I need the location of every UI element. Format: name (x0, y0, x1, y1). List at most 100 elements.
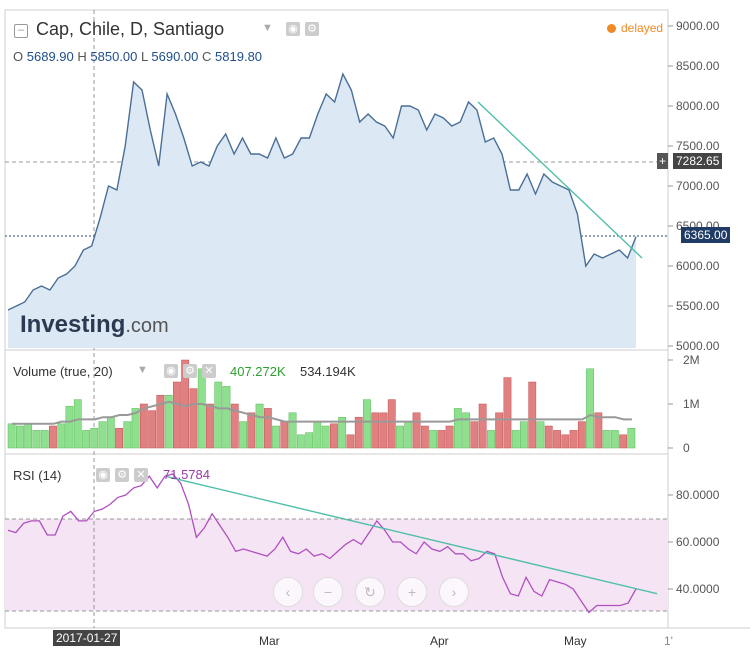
price-tick-label: 8500.00 (676, 59, 720, 73)
volume-bar (148, 410, 157, 449)
volume-bar (586, 368, 594, 449)
rsi-gear-icon[interactable]: ⚙ (115, 468, 129, 482)
rsi-tick-label: 40.0000 (676, 582, 720, 596)
chart-title: Cap, Chile, D, Santiago (36, 19, 225, 39)
volume-bar (239, 421, 247, 449)
volume-bar (330, 423, 338, 449)
price-area-fill (8, 74, 636, 348)
volume-bar (594, 412, 603, 449)
close-label: C (202, 49, 212, 64)
volume-bar (536, 421, 545, 449)
volume-bar (387, 399, 396, 449)
price-trendline (477, 101, 643, 259)
price-line (7, 72, 637, 311)
volume-bar (73, 399, 82, 449)
price-tick-label: 9000.00 (676, 19, 720, 33)
volume-close-icon[interactable]: ✕ (202, 364, 216, 378)
volume-bar (139, 403, 148, 449)
volume-bar (288, 412, 297, 449)
rsi-close-icon[interactable]: ✕ (134, 468, 148, 482)
volume-series (7, 359, 636, 449)
volume-bar (346, 434, 355, 449)
price-tick-label: 7000.00 (676, 179, 720, 193)
scroll-right-button[interactable]: › (439, 577, 469, 607)
volume-bar (164, 394, 173, 449)
volume-bar (602, 430, 611, 449)
volume-bar (495, 412, 504, 449)
rsi-eye-icon[interactable]: ◉ (96, 468, 110, 482)
volume-bar (321, 425, 330, 449)
volume-bar (487, 430, 495, 449)
volume-bar (206, 403, 214, 449)
gear-icon[interactable]: ⚙ (305, 22, 319, 36)
rsi-label: RSI (14) (13, 468, 62, 483)
volume-bar (296, 434, 305, 449)
investing-logo: Investing.com (20, 311, 169, 339)
reset-button[interactable]: ↻ (355, 577, 385, 607)
volume-bar (313, 421, 322, 449)
low-label: L (141, 49, 148, 64)
axis-ticks: 9000.008500.008000.007500.007000.006500.… (668, 19, 720, 596)
eye-icon[interactable]: ◉ (286, 22, 300, 36)
volume-bar (371, 412, 380, 449)
volume-bar (255, 403, 264, 449)
volume-tick-label: 1M (683, 397, 700, 411)
scroll-left-button[interactable]: ‹ (273, 577, 303, 607)
volume-tick-label: 2M (683, 353, 700, 367)
volume-bar (396, 425, 404, 449)
rsi-series (7, 473, 658, 614)
close-value: 5819.80 (215, 49, 263, 64)
volume-ma-line (12, 400, 632, 425)
rsi-value: 71.5784 (163, 467, 210, 482)
rsi-line (7, 473, 637, 614)
volume-bar (363, 399, 371, 449)
volume-bar (627, 427, 636, 449)
volume-bar (470, 421, 479, 449)
volume-bar (7, 423, 16, 449)
logo-suffix: .com (125, 315, 169, 337)
price-series (7, 72, 643, 348)
volume-value: 407.272K (230, 364, 286, 379)
volume-bar (429, 430, 437, 449)
volume-bar (98, 421, 107, 449)
rsi-tick-label: 80.0000 (676, 488, 720, 502)
volume-bar (520, 421, 528, 449)
logo-text: Investing (20, 311, 126, 338)
volume-bar (280, 421, 289, 449)
volume-eye-icon[interactable]: ◉ (164, 364, 178, 378)
crosshair-plus-icon[interactable]: + (657, 153, 669, 169)
ohlc-readout: O 5689.90 H 5850.00 L 5690.00 C 5819.80 (13, 49, 262, 64)
volume-bar (561, 434, 570, 449)
price-tick-label: 5500.00 (676, 299, 720, 313)
volume-bar (478, 403, 487, 449)
volume-bar (214, 381, 223, 449)
volume-bar (445, 425, 454, 449)
volume-bar (354, 416, 363, 449)
collapse-icon[interactable]: – (14, 24, 28, 38)
chevron-down-icon[interactable]: ▼ (262, 22, 273, 34)
volume-bar (553, 430, 561, 449)
high-value: 5850.00 (90, 49, 138, 64)
volume-bar (131, 408, 140, 449)
time-label-mar: Mar (259, 634, 280, 648)
zoom-out-button[interactable]: − (313, 577, 343, 607)
volume-bar (173, 381, 181, 449)
volume-bar (189, 388, 198, 449)
volume-bar (90, 427, 99, 449)
volume-chevron-icon[interactable]: ▼ (137, 364, 148, 376)
volume-gear-icon[interactable]: ⚙ (183, 364, 197, 378)
volume-bar (305, 432, 314, 449)
volume-bar (338, 416, 347, 449)
rsi-trendline (164, 475, 658, 595)
price-tick-label: 6000.00 (676, 259, 720, 273)
zoom-in-button[interactable]: + (397, 577, 427, 607)
volume-bar (503, 377, 512, 449)
volume-bar (65, 405, 74, 449)
volume-bar (106, 416, 115, 449)
open-value: 5689.90 (26, 49, 74, 64)
volume-bar (272, 425, 280, 449)
volume-label: Volume (true, 20) (13, 364, 113, 379)
volume-bar (610, 430, 619, 449)
volume-bar (453, 408, 462, 449)
